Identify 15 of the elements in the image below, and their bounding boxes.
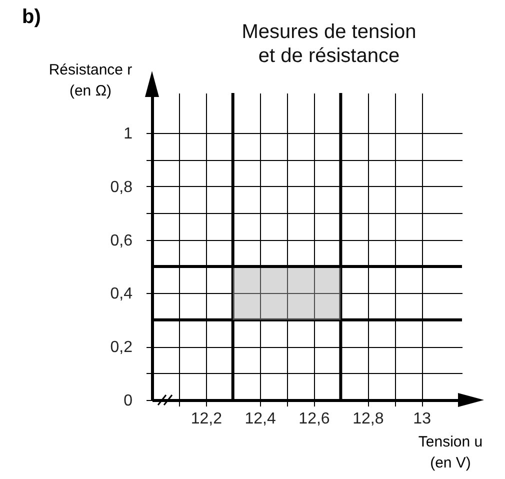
y-tick-label: 0,6 [110,232,133,250]
y-axis-title: Résistance r (en Ω) [48,62,132,100]
y-tick-label: 0,2 [110,339,133,356]
x-tick-label: 13 [413,410,432,428]
y-tick-label: 0 [124,392,133,410]
x-tick-label: 12,4 [244,410,276,428]
x-tick-label: 12,6 [298,410,330,428]
x-tick-label: 12,2 [190,410,222,428]
text: b) [22,6,41,29]
y-tick-label: 0,8 [110,178,133,196]
chart-title: Mesures de tension et de résistance [242,21,416,67]
x-axis-title: Tension u (en V) [418,434,483,472]
x-tick-label: 12,8 [352,410,384,428]
y-tick-label: 0,4 [110,286,133,303]
y-tick-label: 1 [124,126,133,143]
